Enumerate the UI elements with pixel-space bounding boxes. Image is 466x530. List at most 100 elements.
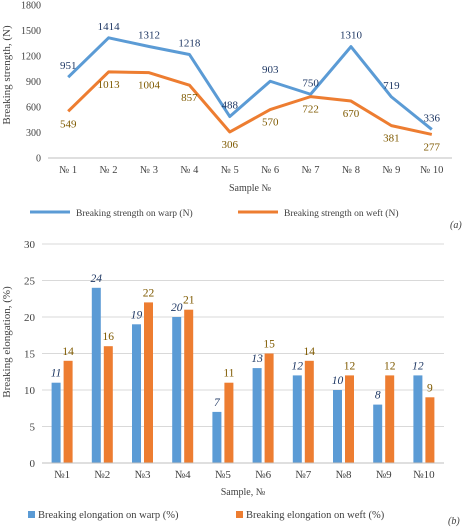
weft-elongation-bar [184,309,194,463]
legend-label-weft: Breaking strength on weft (N) [284,208,399,219]
warp-elongation-bar [413,375,423,463]
weft-data-label: 14 [62,346,74,358]
weft-elongation-bar [63,360,73,463]
x-tick-label: №2 [94,469,110,481]
weft-data-label: 381 [383,133,400,145]
y-axis-ticks: 0 300 600 900 1200 1500 1800 [21,1,41,165]
x-tick-label: № 3 [140,165,158,176]
x-tick-label: №1 [54,469,70,481]
y-tick-label: 600 [26,103,41,114]
weft-data-label: 1013 [98,79,121,91]
weft-data-label: 1004 [138,80,161,92]
weft-elongation-bar [144,302,153,463]
weft-data-label: 9 [427,382,433,394]
weft-data-label: 15 [263,339,275,351]
panel-label-a: (a) [450,220,462,231]
x-tick-label: № 7 [302,165,320,176]
x-tick-label: №3 [135,469,151,481]
warp-data-label: 1312 [138,29,160,41]
x-axis-label: Sample № [229,183,271,194]
weft-data-label: 12 [344,360,356,372]
weft-elongation-bar [103,346,113,463]
weft-data-label: 22 [143,287,155,299]
weft-data-label: 12 [384,360,396,372]
warp-data-label: 7 [214,397,221,409]
x-tick-label: № 4 [180,165,199,176]
y-tick-label: 5 [30,422,36,434]
weft-data-label: 21 [183,295,195,307]
weft-data-label: 722 [302,104,319,116]
weft-data-label: 14 [304,346,316,358]
warp-data-label: 13 [251,353,263,365]
bar-chart-panel: 0 5 10 15 20 25 30 Breaking elongation, (%) 11… [1,239,460,527]
weft-data-label: 570 [262,117,279,129]
legend-label-warp: Breaking elongation on warp (%) [38,510,179,521]
x-tick-label: № 6 [261,165,279,176]
warp-data-label: 20 [171,302,183,314]
x-tick-label: №8 [336,469,352,481]
legend: Breaking elongation on warp (%) Breaking… [28,510,385,521]
x-tick-label: №7 [295,469,311,481]
weft-data-label: 16 [103,331,115,343]
y-tick-label: 0 [36,154,41,165]
legend-swatch-warp [28,511,35,518]
warp-data-label: 12 [412,360,424,372]
warp-elongation-bar [212,411,222,463]
weft-elongation-bar [425,397,435,463]
legend: Breaking strength on warp (N) Breaking s… [30,208,399,219]
y-tick-label: 30 [24,239,36,251]
x-tick-label: № 5 [221,165,239,176]
x-tick-label: №10 [413,469,435,481]
y-tick-label: 15 [24,349,36,361]
warp-elongation-bar [292,375,302,463]
warp-elongation-bar [252,368,262,463]
warp-data-label: 11 [51,368,62,380]
x-tick-label: № 2 [100,165,118,176]
warp-elongation-bar [51,382,61,463]
weft-elongation-bar [345,375,354,463]
warp-data-label: 19 [131,309,143,321]
line-chart-panel: 0 300 600 900 1200 1500 1800 Breaking strength… [1,1,462,232]
weft-strength-line [67,70,433,136]
legend-label-warp: Breaking strength on warp (N) [76,208,193,219]
x-tick-label: № 8 [342,165,360,176]
weft-data-label: 306 [222,139,239,151]
x-tick-label: №6 [255,469,271,481]
y-tick-label: 0 [30,458,36,470]
y-tick-label: 1200 [21,52,41,63]
y-axis-ticks: 0 5 10 15 20 25 30 [24,239,36,470]
y-tick-label: 1500 [21,26,41,37]
warp-elongation-bar [333,390,342,463]
weft-data-label: 670 [343,108,360,120]
y-tick-label: 1800 [21,1,41,12]
warp-data-label: 951 [60,60,77,72]
y-tick-label: 10 [24,385,36,397]
x-axis-ticks: №1 №2 №3 №4 №5 №6 №7 №8 №9 №10 [54,469,435,481]
warp-strength-line [67,36,433,131]
warp-elongation-bar [132,324,141,463]
y-tick-label: 25 [24,276,36,288]
legend-swatch-weft [236,511,243,518]
warp-data-label: 1414 [98,21,121,33]
y-axis-label: Breaking strength, (N) [1,25,13,125]
warp-data-label: 488 [222,100,239,112]
warp-elongation-bar [172,317,182,463]
panel-label-b: (b) [448,516,460,527]
warp-data-label: 8 [375,390,381,402]
weft-data-label: 277 [424,141,441,153]
x-tick-label: №5 [215,469,231,481]
weft-elongation-bar [224,382,234,463]
x-tick-label: №4 [175,469,191,481]
weft-data-label: 549 [60,118,77,130]
warp-elongation-bar [91,287,101,463]
x-axis-label: Sample, № [221,487,266,498]
x-axis-ticks: № 1 № 2 № 3 № 4 № 5 № 6 № 7 № 8 № 9 № 10 [59,165,443,176]
y-tick-label: 900 [26,77,41,88]
weft-elongation-bar [385,375,395,463]
warp-data-label: 1310 [340,30,363,42]
x-tick-label: № 10 [420,165,443,176]
x-tick-label: № 9 [382,165,400,176]
weft-data-label: 11 [223,368,234,380]
